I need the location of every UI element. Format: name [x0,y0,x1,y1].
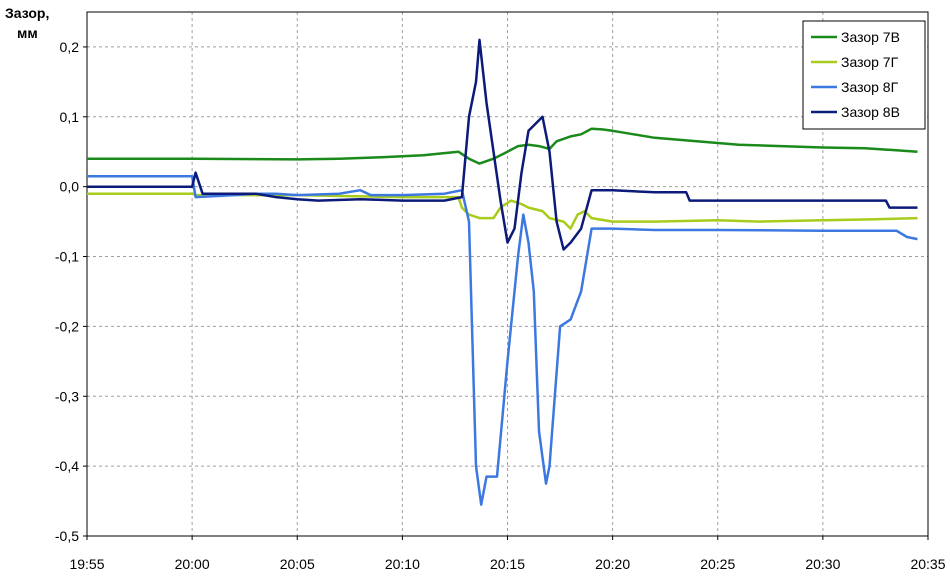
legend-entry: Зазор 7Г [841,54,899,70]
series-line-3 [87,174,918,506]
x-tick-label: 20:00 [175,556,210,572]
x-tick-label: 20:30 [805,556,840,572]
x-tick-label: 20:15 [490,556,525,572]
y-tick-label: -0,5 [55,528,79,544]
x-tick-label: 20:25 [700,556,735,572]
axis-ticks: 19:55 20:00 20:05 20:10 20:15 20:20 20:25 20:30… [55,39,946,572]
series-line-4 [87,38,918,251]
x-tick-label: 20:20 [595,556,630,572]
legend-entry: Зазор 7В [841,29,900,45]
series-line-2 [87,192,918,230]
series-line-1 [87,127,918,165]
legend: Зазор 7В Зазор 7Г Зазор 8Г Зазор 8В [802,20,926,130]
x-tick-label: 20:35 [910,556,945,572]
x-tick-label: 20:05 [280,556,315,572]
x-tick-label: 20:10 [385,556,420,572]
series-lines [87,38,918,506]
y-axis-label-line-2: мм [17,25,38,41]
y-tick-label: 0,2 [60,39,80,55]
legend-entry: Зазор 8В [841,104,900,120]
y-tick-label: -0,4 [55,458,79,474]
y-axis-label-line-1: Зазор, [5,5,49,21]
legend-entry: Зазор 8Г [841,79,899,95]
y-tick-label: -0,2 [55,318,79,334]
y-axis-label: Зазор, мм [5,5,49,41]
y-tick-label: -0,3 [55,388,79,404]
y-tick-label: 0,1 [60,109,80,125]
y-tick-label: -0,1 [55,249,79,265]
x-tick-label: 19:55 [69,556,104,572]
grid [87,12,928,536]
y-tick-label: 0,0 [60,179,80,195]
